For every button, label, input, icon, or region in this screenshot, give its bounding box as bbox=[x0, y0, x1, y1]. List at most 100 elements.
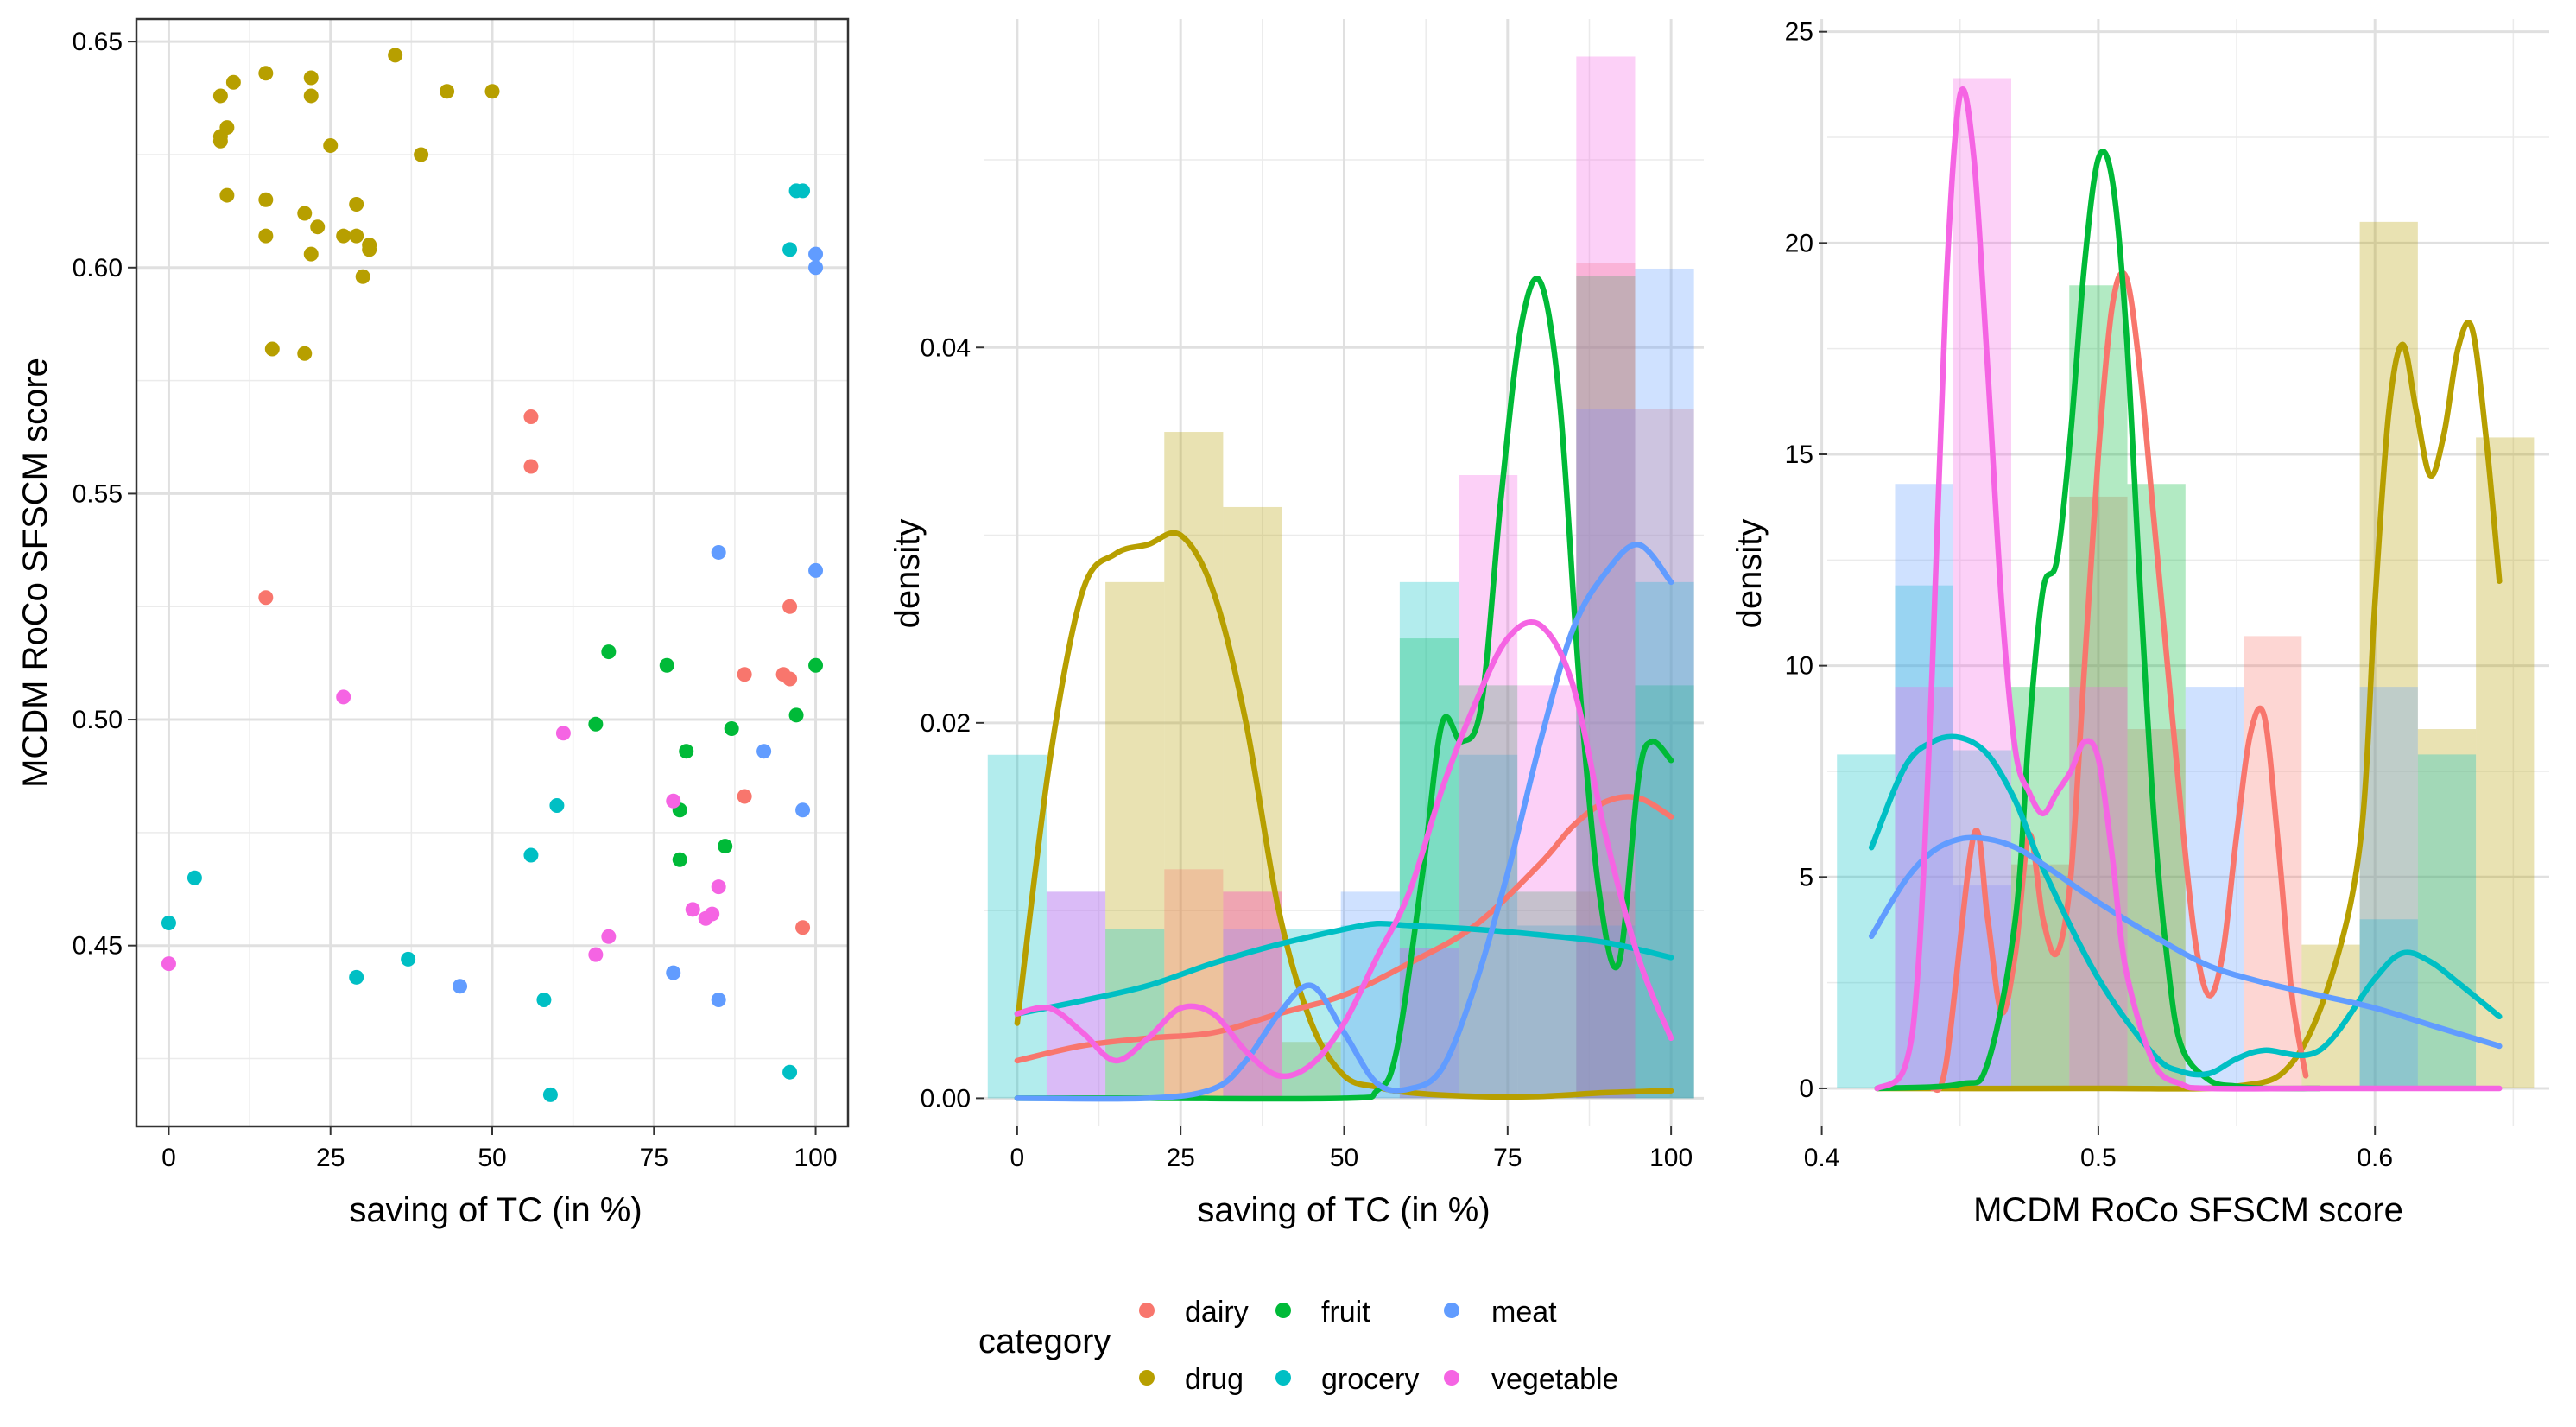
scatter-points bbox=[161, 48, 824, 1102]
saving-density-curve-meat bbox=[1014, 542, 1674, 1102]
legend-item-grocery: grocery bbox=[1275, 1363, 1419, 1396]
saving-density-bar-vegetable bbox=[1223, 891, 1282, 1099]
score-density-curve-grocery bbox=[1868, 733, 2503, 1078]
scatter-point-grocery bbox=[161, 916, 176, 931]
saving-density-x-tick-label: 25 bbox=[1166, 1144, 1194, 1172]
score-density-histogram bbox=[1837, 78, 2535, 1088]
scatter-axes: 0 25 50 75 100 0.45 0.50 0.55 0.60 0.65 bbox=[73, 28, 838, 1172]
scatter-point-drug bbox=[388, 48, 403, 63]
scatter-y-tick-label: 0.45 bbox=[73, 932, 123, 961]
scatter-point-drug bbox=[355, 269, 370, 284]
legend-key-vegetable bbox=[1444, 1370, 1459, 1386]
scatter-x-tick-label: 50 bbox=[478, 1144, 506, 1172]
scatter-point-drug bbox=[303, 246, 319, 262]
score-density-x-tick-label: 0.5 bbox=[2080, 1144, 2117, 1172]
scatter-point-drug bbox=[323, 138, 339, 154]
saving-density-x-tick-label: 75 bbox=[1493, 1144, 1522, 1172]
scatter-x-tick-label: 25 bbox=[316, 1144, 345, 1172]
scatter-point-dairy bbox=[782, 671, 798, 687]
saving-density-curve-fruit bbox=[1014, 276, 1674, 1102]
scatter-point-dairy bbox=[795, 920, 811, 935]
scatter-y-tick-label: 0.65 bbox=[73, 28, 123, 56]
legend-label-fruit: fruit bbox=[1321, 1296, 1370, 1329]
scatter-point-grocery bbox=[401, 951, 416, 967]
legend-key-fruit bbox=[1275, 1303, 1291, 1318]
scatter-point-grocery bbox=[536, 992, 552, 1007]
score-density-panel: 0.4 0.5 0.6 0 5 10 15 20 25 MCDM RoCo SFSCM scor… bbox=[1731, 18, 2549, 1229]
saving-density-bar-vegetable bbox=[1517, 685, 1577, 1099]
saving-density-curve-drug bbox=[1014, 530, 1674, 1100]
scatter-point-fruit bbox=[672, 852, 687, 867]
saving-density-bar-dairy bbox=[1576, 263, 1636, 1099]
scatter-point-meat bbox=[453, 979, 468, 994]
scatter-point-drug bbox=[219, 187, 235, 203]
scatter-point-meat bbox=[808, 260, 824, 276]
scatter-point-drug bbox=[336, 228, 351, 244]
scatter-point-meat bbox=[808, 246, 824, 262]
legend-title: category bbox=[978, 1322, 1111, 1360]
saving-density-bar-grocery bbox=[1576, 925, 1636, 1099]
legend-label-drug: drug bbox=[1185, 1363, 1244, 1396]
scatter-point-vegetable bbox=[666, 793, 681, 809]
score-density-x-tick-label: 0.6 bbox=[2357, 1144, 2393, 1172]
saving-density-bar-drug bbox=[1282, 1042, 1341, 1099]
saving-density-x-tick-label: 0 bbox=[1010, 1144, 1025, 1172]
legend-item-fruit: fruit bbox=[1275, 1296, 1370, 1329]
saving-density-bar-dairy bbox=[1223, 891, 1282, 1099]
legend-label-meat: meat bbox=[1491, 1296, 1557, 1329]
scatter-point-grocery bbox=[782, 242, 798, 257]
scatter-point-drug bbox=[225, 74, 241, 90]
scatter-point-fruit bbox=[601, 644, 617, 660]
saving-density-bar-grocery bbox=[987, 754, 1047, 1099]
scatter-point-drug bbox=[258, 66, 274, 81]
scatter-panel: 0 25 50 75 100 0.45 0.50 0.55 0.60 0.65 saving of… bbox=[16, 17, 850, 1229]
scatter-point-grocery bbox=[349, 969, 364, 985]
saving-density-bar-fruit bbox=[1459, 685, 1518, 1099]
scatter-point-dairy bbox=[782, 599, 798, 614]
saving-density-bar-drug bbox=[1105, 581, 1165, 1099]
score-density-curve-vegetable bbox=[1874, 86, 2503, 1092]
legend-item-dairy: dairy bbox=[1139, 1296, 1249, 1329]
scatter-point-fruit bbox=[679, 744, 694, 759]
scatter-point-dairy bbox=[737, 789, 752, 804]
scatter-point-drug bbox=[362, 242, 377, 257]
saving-density-bar-drug bbox=[1164, 432, 1224, 1099]
score-density-bar-meat bbox=[1895, 484, 1953, 1088]
scatter-point-drug bbox=[440, 84, 455, 99]
saving-density-y-tick-label: 0.02 bbox=[921, 709, 971, 738]
scatter-point-grocery bbox=[549, 797, 565, 813]
scatter-point-drug bbox=[303, 70, 319, 86]
saving-density-bar-drug bbox=[1223, 506, 1282, 1099]
scatter-point-fruit bbox=[808, 657, 824, 673]
legend-item-vegetable: vegetable bbox=[1444, 1363, 1618, 1396]
saving-density-panel: 0 25 50 75 100 0.00 0.02 0.04 saving of TC (in … bbox=[889, 19, 1704, 1229]
saving-density-axes: 0 25 50 75 100 0.00 0.02 0.04 bbox=[921, 333, 1693, 1172]
score-density-y-tick-label: 10 bbox=[1785, 652, 1813, 681]
scatter-point-meat bbox=[711, 992, 726, 1007]
saving-density-bar-meat bbox=[1635, 268, 1694, 1099]
saving-density-bar-grocery bbox=[1517, 925, 1577, 1099]
scatter-x-tick-label: 100 bbox=[794, 1144, 838, 1172]
scatter-point-dairy bbox=[523, 409, 539, 424]
saving-density-curve-vegetable bbox=[1014, 619, 1674, 1080]
saving-density-y-tick-label: 0.04 bbox=[921, 333, 971, 362]
scatter-point-meat bbox=[756, 744, 772, 759]
saving-density-x-axis-title: saving of TC (in %) bbox=[1197, 1191, 1490, 1229]
score-density-y-tick-label: 5 bbox=[1799, 863, 1813, 891]
saving-density-bar-vegetable bbox=[1459, 475, 1518, 1099]
saving-density-gridlines bbox=[984, 19, 1704, 1126]
legend-key-grocery bbox=[1275, 1370, 1291, 1386]
scatter-y-tick-label: 0.50 bbox=[73, 706, 123, 734]
scatter-point-drug bbox=[258, 228, 274, 244]
scatter-y-tick-label: 0.55 bbox=[73, 479, 123, 508]
scatter-point-fruit bbox=[588, 716, 604, 732]
legend-label-grocery: grocery bbox=[1321, 1363, 1419, 1396]
scatter-point-meat bbox=[711, 544, 726, 560]
scatter-point-drug bbox=[310, 219, 326, 235]
saving-density-x-tick-label: 100 bbox=[1649, 1144, 1693, 1172]
scatter-x-axis-title: saving of TC (in %) bbox=[349, 1191, 642, 1229]
scatter-point-drug bbox=[297, 206, 313, 221]
scatter-point-drug bbox=[212, 88, 228, 104]
scatter-point-fruit bbox=[788, 707, 804, 723]
